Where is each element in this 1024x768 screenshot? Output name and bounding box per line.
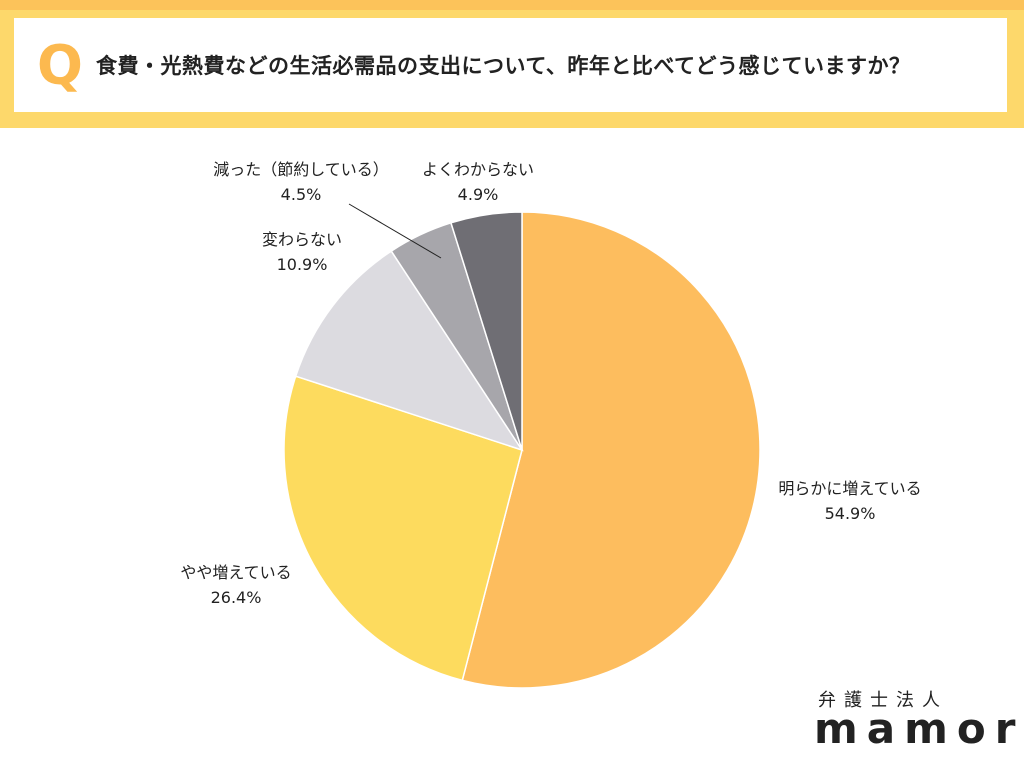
label-reduced-value: 4.5% bbox=[280, 185, 322, 204]
label-slightly-increased-value: 26.4% bbox=[210, 588, 262, 607]
label-unknown: よくわからない 4.9% bbox=[398, 157, 558, 207]
label-slightly-increased-name: やや増えている bbox=[180, 563, 292, 582]
slice-slightly-increased bbox=[283, 375, 523, 682]
label-unchanged-value: 10.9% bbox=[276, 255, 328, 274]
label-slightly-increased: やや増えている 26.4% bbox=[156, 560, 316, 610]
pie-chart bbox=[283, 203, 761, 689]
pie-slices bbox=[283, 211, 761, 689]
logo-wordmark: mamori bbox=[814, 704, 1024, 753]
label-clearly-increased-name: 明らかに増えている bbox=[778, 479, 922, 498]
label-unknown-value: 4.9% bbox=[457, 185, 499, 204]
label-unknown-name: よくわからない bbox=[421, 160, 534, 179]
slice-unknown bbox=[450, 211, 523, 451]
slice-unchanged bbox=[294, 250, 524, 452]
label-clearly-increased-value: 54.9% bbox=[824, 504, 876, 523]
q-mark: Q bbox=[37, 33, 83, 97]
label-reduced-name: 減った（節約している） bbox=[213, 160, 389, 179]
leader-line-reduced bbox=[348, 203, 442, 259]
question-box: Q 食費・光熱費などの生活必需品の支出について、昨年と比べてどう感じていますか？ bbox=[14, 18, 1007, 112]
logo-subtitle: 弁護士法人 bbox=[818, 690, 948, 711]
label-unchanged: 変わらない 10.9% bbox=[232, 227, 372, 277]
label-clearly-increased: 明らかに増えている 54.9% bbox=[760, 476, 940, 526]
label-unchanged-name: 変わらない bbox=[261, 230, 342, 249]
question-text: 食費・光熱費などの生活必需品の支出について、昨年と比べてどう感じていますか？ bbox=[96, 54, 911, 78]
label-reduced: 減った（節約している） 4.5% bbox=[186, 157, 416, 207]
slice-clearly-increased bbox=[461, 211, 761, 689]
header-band: Q 食費・光熱費などの生活必需品の支出について、昨年と比べてどう感じていますか？ bbox=[0, 0, 1024, 128]
